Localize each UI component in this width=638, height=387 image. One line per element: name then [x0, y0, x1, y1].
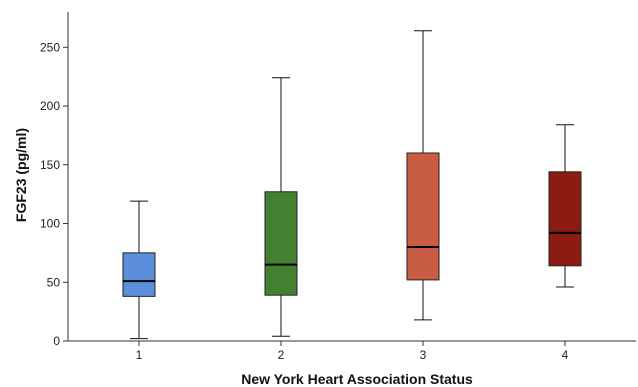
y-tick-label: 50 [47, 275, 61, 289]
iqr-box [406, 152, 440, 281]
x-tick-label: 2 [278, 348, 285, 362]
y-tick-label: 250 [40, 40, 60, 54]
iqr-box [548, 171, 582, 267]
x-axis-title: New York Heart Association Status [241, 371, 473, 387]
box-group-1 [122, 200, 156, 340]
x-tick-label: 1 [136, 348, 143, 362]
y-tick-label: 150 [40, 158, 60, 172]
iqr-box [264, 191, 298, 296]
box-group-4 [548, 124, 582, 288]
y-axis-title: FGF23 (pg/ml) [13, 128, 29, 222]
x-tick-label: 4 [562, 348, 569, 362]
iqr-box [122, 252, 156, 297]
box-group-3 [406, 30, 440, 321]
x-tick-label: 3 [420, 348, 427, 362]
box-group-2 [264, 77, 298, 337]
y-tick-label: 100 [40, 217, 60, 231]
axes-layer: 0 50 100 150 200 250 1 2 3 4 [40, 12, 636, 362]
y-tick-label: 0 [53, 334, 60, 348]
boxes-layer [122, 30, 582, 340]
y-tick-label: 200 [40, 99, 60, 113]
